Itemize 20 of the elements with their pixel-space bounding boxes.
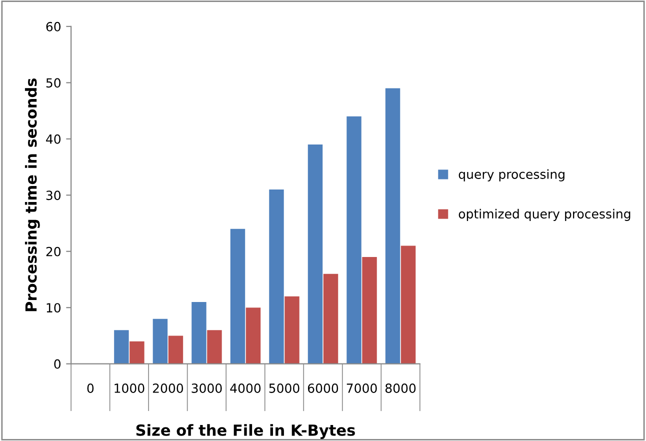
y-tick-label: 30: [46, 190, 61, 200]
y-tick-label: 0: [54, 359, 61, 369]
legend-label: query processing: [458, 169, 564, 182]
x-tick-label: 7000: [346, 383, 377, 393]
y-tick-label: 60: [46, 22, 61, 32]
x-tick-label: 0: [87, 383, 94, 393]
y-tick-label: 10: [46, 303, 61, 313]
x-tick-label: 3000: [192, 383, 222, 393]
x-tick-label: 4000: [230, 383, 261, 393]
y-tick-label: 40: [46, 134, 61, 144]
y-tick-label: 20: [46, 246, 61, 256]
x-tick-label: 5000: [269, 383, 300, 393]
x-tick-label: 6000: [308, 383, 338, 393]
legend-label: optimized query processing: [458, 208, 630, 221]
y-axis-title: Processing time in seconds: [24, 78, 40, 312]
x-tick-label: 1000: [114, 383, 144, 393]
x-tick-label: 2000: [152, 383, 184, 393]
y-tick-label: 50: [46, 78, 61, 88]
x-axis-title: Size of the File in K-Bytes: [136, 424, 355, 440]
x-tick-label: 8000: [385, 383, 416, 393]
